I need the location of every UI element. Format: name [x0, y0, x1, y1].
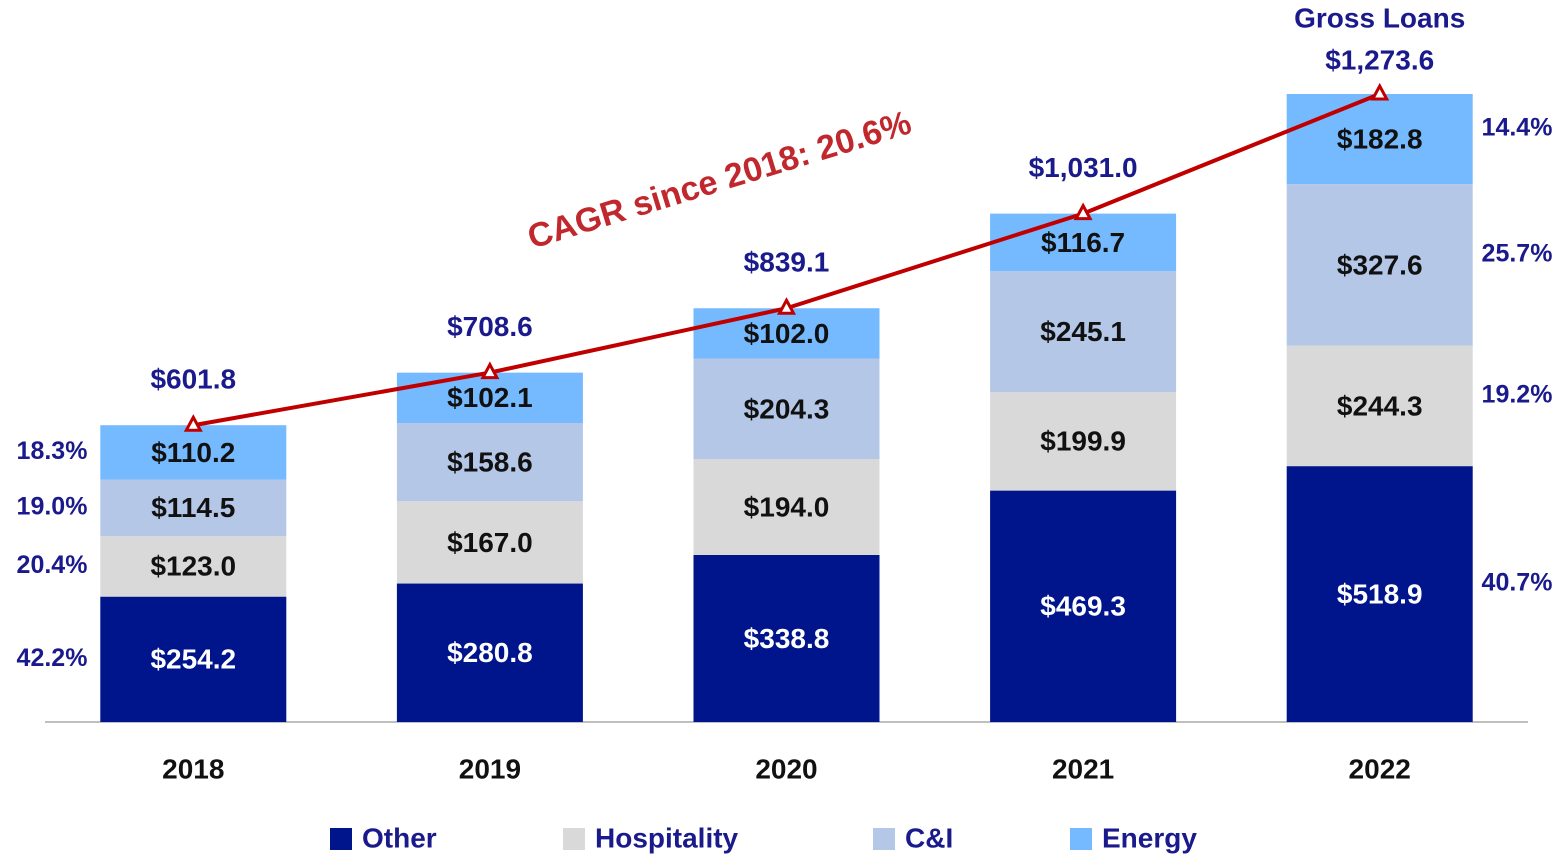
share-label: 42.2%	[17, 644, 88, 672]
total-marker	[480, 361, 500, 380]
bar-segment	[100, 596, 287, 722]
share-label: 20.4%	[17, 551, 88, 579]
data-label: $102.1	[447, 382, 533, 413]
share-label: 14.4%	[1482, 114, 1553, 142]
bar-segment	[693, 358, 880, 460]
share-label: 25.7%	[1482, 240, 1553, 268]
data-label: $123.0	[150, 551, 236, 582]
bar-segment	[396, 583, 583, 722]
legend-swatch	[1070, 828, 1092, 850]
legend-label: Other	[362, 822, 437, 853]
total-marker	[183, 414, 203, 432]
bar-segment	[1286, 184, 1473, 346]
data-label: $254.2	[150, 644, 236, 675]
total-title: Gross Loans	[1294, 2, 1465, 33]
data-label: $199.9	[1040, 426, 1126, 457]
x-tick-label: 2021	[1052, 753, 1114, 784]
x-tick-label: 2022	[1349, 753, 1411, 784]
legend-swatch	[563, 828, 585, 850]
bar-segment	[100, 479, 287, 537]
data-label: $194.0	[744, 492, 830, 523]
data-label: $327.6	[1337, 249, 1423, 280]
bar-segment	[1286, 94, 1473, 185]
data-label: $338.8	[744, 623, 830, 654]
legend-label: Hospitality	[595, 822, 739, 853]
x-tick-label: 2020	[755, 753, 817, 784]
bar-segment	[396, 501, 583, 584]
data-label: $204.3	[744, 393, 830, 424]
share-label: 19.2%	[1482, 381, 1553, 409]
bar-segment	[693, 554, 880, 722]
share-label: 18.3%	[17, 437, 88, 465]
bar-segment	[100, 425, 287, 480]
cagr-annotation: CAGR since 2018: 20.6%	[523, 104, 915, 257]
bar-segment	[693, 459, 880, 555]
legend-swatch	[330, 828, 352, 850]
total-label: $1,031.0	[1029, 152, 1138, 183]
bar-segment	[990, 392, 1177, 491]
data-label: $158.6	[447, 446, 533, 477]
total-label: $839.1	[744, 247, 830, 278]
total-label: $601.8	[150, 364, 236, 395]
bar-segment	[990, 490, 1177, 722]
data-label: $116.7	[1041, 227, 1125, 258]
bar-segment	[990, 271, 1177, 393]
data-label: $182.8	[1337, 123, 1423, 154]
x-tick-label: 2018	[162, 753, 224, 784]
bar-segment	[396, 422, 583, 502]
bar-segment	[990, 213, 1177, 272]
data-label: $245.1	[1040, 316, 1126, 347]
data-label: $102.0	[744, 318, 830, 349]
total-marker	[1073, 202, 1093, 221]
total-marker	[1370, 82, 1390, 101]
data-label: $518.9	[1337, 578, 1423, 609]
total-marker	[776, 297, 797, 315]
x-tick-label: 2019	[459, 753, 521, 784]
bar-segment	[693, 308, 880, 359]
share-label: 19.0%	[17, 492, 88, 520]
data-label: $114.5	[151, 492, 235, 523]
data-label: $110.2	[151, 437, 235, 468]
data-label: $167.0	[447, 527, 533, 558]
bar-segment	[1286, 345, 1473, 467]
total-label: $708.6	[447, 311, 533, 342]
total-label: $1,273.6	[1325, 44, 1434, 75]
legend-swatch	[873, 828, 895, 850]
bar-segment	[1286, 466, 1473, 722]
data-label: $244.3	[1337, 390, 1423, 421]
bar-segment	[100, 536, 287, 597]
bar-segment	[396, 372, 583, 423]
legend-label: Energy	[1102, 822, 1197, 853]
share-label: 40.7%	[1482, 569, 1553, 597]
legend-label: C&I	[905, 822, 953, 853]
data-label: $280.8	[447, 637, 533, 668]
data-label: $469.3	[1040, 591, 1126, 622]
